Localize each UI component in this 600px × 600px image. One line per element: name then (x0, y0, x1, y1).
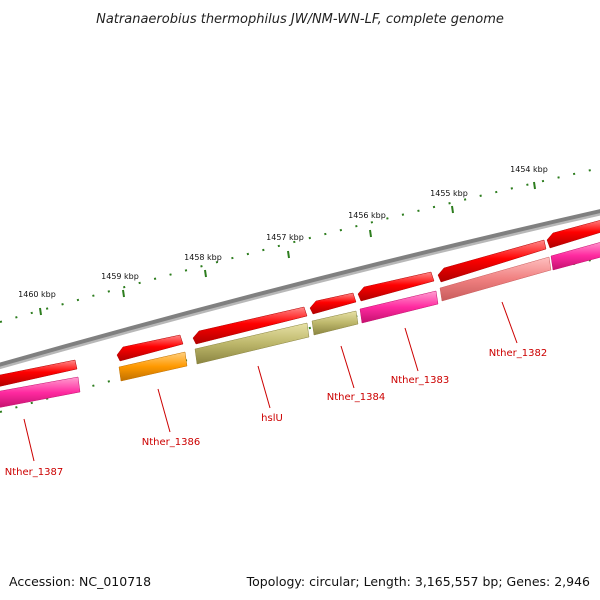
gene-feature-nther-1387 (0, 376, 81, 408)
gene-label-hslu[interactable]: hslU (261, 413, 283, 424)
gene-feature-nther-1383 (359, 290, 439, 324)
gene-feature-nther-1382 (439, 256, 552, 302)
gene-track[interactable] (0, 241, 600, 408)
kbp-label-1460: 1460 kbp (18, 290, 56, 299)
gene-feature-nther-1384 (311, 310, 359, 336)
major-tick-1456 (369, 229, 372, 238)
genome-backbone (0, 209, 600, 367)
cds-feature (0, 359, 78, 387)
topology-text: Topology: circular; Length: 3,165,557 bp… (246, 574, 590, 589)
gene-label-nther-1384[interactable]: Nther_1384 (327, 392, 385, 403)
map-title: Natranaerobius thermophilus JW/NM-WN-LF,… (96, 12, 504, 27)
cds-feature (546, 220, 600, 249)
cds-feature (192, 306, 308, 345)
cds-feature (357, 271, 435, 302)
label-leaders (23, 301, 518, 462)
major-tick-1459 (122, 289, 125, 298)
gene-label-nther-1383[interactable]: Nther_1383 (391, 375, 449, 386)
major-tick-1455 (451, 205, 454, 214)
gene-label-nther-1382[interactable]: Nther_1382 (489, 348, 547, 359)
major-tick-1460 (39, 307, 42, 316)
gene-label-nther-1387[interactable]: Nther_1387 (5, 467, 63, 478)
outer-tick-ring (0, 167, 600, 323)
accession-text: Accession: NC_010718 (9, 574, 151, 589)
major-tick-1458 (204, 269, 207, 278)
kbp-label-1455: 1455 kbp (430, 189, 468, 198)
kbp-label-1456: 1456 kbp (348, 211, 386, 220)
cds-track[interactable] (0, 219, 600, 387)
cds-feature (437, 239, 547, 283)
cds-feature (116, 334, 184, 362)
genome-backbone-shadow (0, 212, 600, 370)
kbp-label-1454: 1454 kbp (510, 165, 548, 174)
major-tick-1457 (287, 250, 290, 259)
gene-feature (550, 242, 600, 271)
kbp-label-1459: 1459 kbp (101, 272, 139, 281)
kbp-label-1457: 1457 kbp (266, 233, 304, 242)
gene-feature-hslu (194, 322, 310, 365)
kbp-label-1458: 1458 kbp (184, 253, 222, 262)
gene-feature-nther-1386 (118, 351, 188, 382)
major-tick-1454 (533, 181, 536, 190)
gene-label-nther-1386[interactable]: Nther_1386 (142, 437, 200, 448)
cds-feature (309, 292, 357, 315)
